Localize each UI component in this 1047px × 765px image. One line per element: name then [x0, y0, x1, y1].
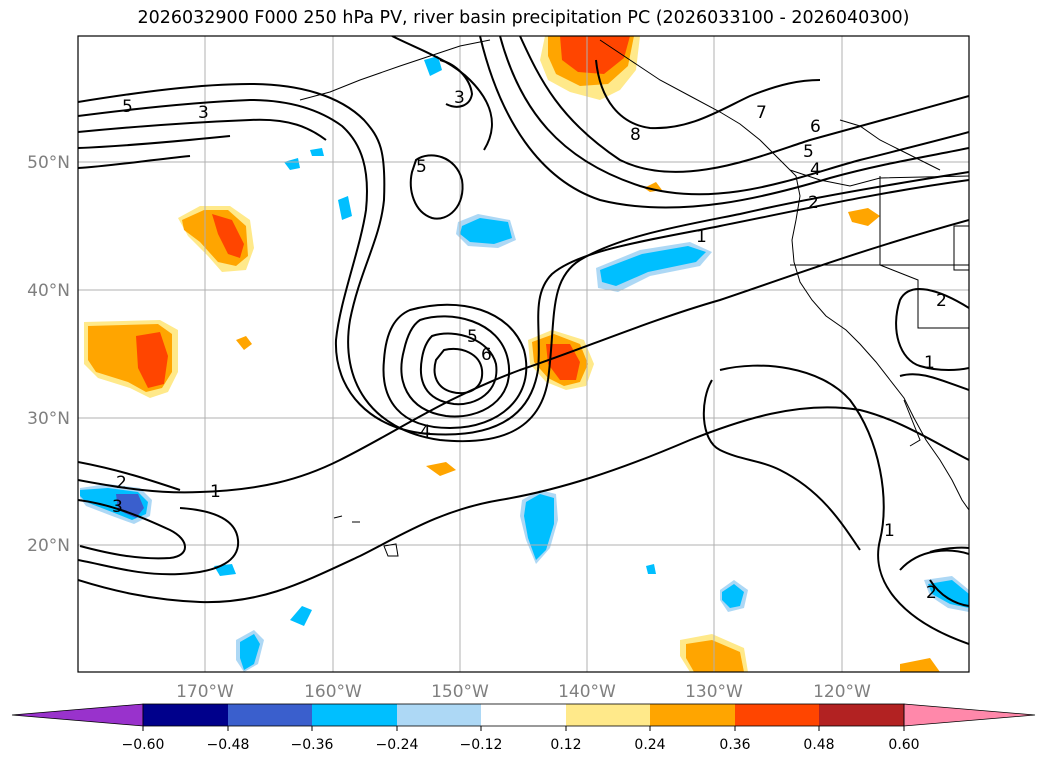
- contour-label: 4: [420, 422, 431, 442]
- colorbar-bin: [312, 704, 397, 726]
- lat-label: 30°N: [27, 409, 70, 429]
- colorbar-tick-label: −0.48: [207, 737, 250, 753]
- contour-label: 7: [756, 103, 767, 123]
- colorbar-bin: [819, 704, 904, 726]
- lat-label: 20°N: [27, 536, 70, 556]
- colorbar-tick-label: −0.24: [376, 737, 419, 753]
- contour-labels: 5 3 3 5 8 7 6 5 4 2 1 5 6 4 1 2 3 1 2 1 …: [112, 88, 947, 603]
- colorbar-extend-min: [11, 703, 144, 727]
- map-frame: [77, 35, 970, 673]
- precip-shading: [80, 36, 969, 672]
- contour-label: 5: [416, 157, 427, 177]
- colorbar-tick-label: 0.24: [634, 737, 665, 753]
- contour-label: 6: [481, 345, 492, 365]
- lon-label: 170°W: [176, 682, 234, 702]
- map-title: 2026032900 F000 250 hPa PV, river basin …: [137, 8, 910, 28]
- contour-label: 5: [803, 142, 814, 162]
- colorbar-bin: [143, 704, 228, 726]
- colorbar-tick-label: −0.36: [291, 737, 334, 753]
- lon-label: 150°W: [431, 682, 489, 702]
- contour-label: 4: [810, 160, 821, 180]
- lat-label: 40°N: [27, 281, 70, 301]
- pv-contours: [78, 36, 969, 645]
- contour-label: 3: [454, 88, 465, 108]
- contour-label: 2: [936, 291, 947, 311]
- lon-label: 120°W: [813, 682, 871, 702]
- colorbar-bin: [650, 704, 735, 726]
- contour-label: 6: [810, 117, 821, 137]
- contour-label: 1: [924, 353, 935, 373]
- lon-label: 130°W: [685, 682, 743, 702]
- lon-axis-labels: 170°W 160°W 150°W 140°W 130°W 120°W: [176, 682, 871, 702]
- colorbar-tick-label: 0.12: [550, 737, 581, 753]
- contour-label: 1: [210, 482, 221, 502]
- contour-label: 5: [122, 97, 133, 117]
- lon-label: 140°W: [558, 682, 616, 702]
- contour-label: 1: [696, 227, 707, 247]
- lat-label: 50°N: [27, 153, 70, 173]
- lat-axis-labels: 50°N 40°N 30°N 20°N: [27, 153, 70, 556]
- colorbar-bin: [481, 704, 566, 726]
- colorbar-bin: [397, 704, 481, 726]
- colorbar-tick-label: −0.12: [460, 737, 503, 753]
- lon-label: 160°W: [304, 682, 362, 702]
- contour-label: 3: [112, 497, 123, 517]
- contour-label: 2: [808, 193, 819, 213]
- contour-label: 5: [467, 327, 478, 347]
- contour-label: 8: [630, 125, 641, 145]
- contour-label: 2: [116, 473, 127, 493]
- colorbar: −0.60 −0.48 −0.36 −0.24 −0.12 0.12 0.24 …: [11, 703, 1036, 753]
- contour-label: 1: [884, 521, 895, 541]
- graticule: [78, 36, 969, 672]
- colorbar-bin: [228, 704, 312, 726]
- colorbar-bin: [566, 704, 650, 726]
- contour-label: 2: [926, 583, 937, 603]
- colorbar-tick-label: 0.60: [888, 737, 919, 753]
- contour-label: 3: [198, 103, 209, 123]
- colorbar-extend-max: [903, 703, 1036, 727]
- colorbar-bin: [735, 704, 819, 726]
- coastlines: [299, 39, 969, 557]
- colorbar-tick-label: 0.48: [803, 737, 834, 753]
- colorbar-tick-label: −0.60: [122, 737, 165, 753]
- colorbar-tick-label: 0.36: [719, 737, 750, 753]
